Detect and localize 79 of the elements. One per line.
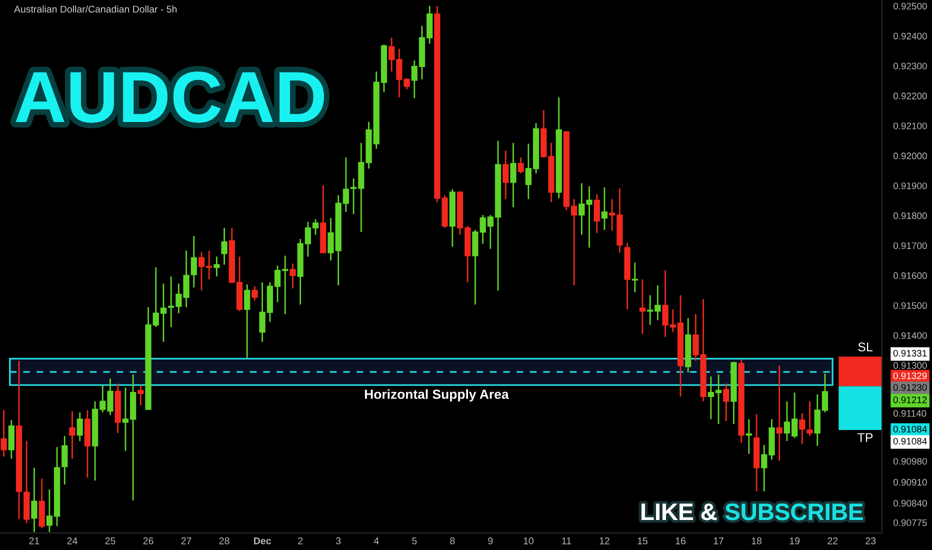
x-tick-label: 16: [676, 537, 686, 544]
y-tick-label: 0.92500: [893, 2, 927, 10]
x-tick-label: 9: [488, 537, 493, 544]
x-tick-label: 11: [562, 538, 572, 544]
candlestick: [221, 227, 228, 266]
candlestick: [76, 412, 83, 442]
candlestick: [510, 142, 516, 208]
text: AUDCAD: [16, 72, 324, 123]
text: 0.91331: [893, 350, 927, 357]
text: 0.91084: [893, 438, 927, 445]
x-tick-label: 17: [714, 538, 724, 544]
x-tick-label: 28: [219, 537, 230, 544]
x-tick-label: 22: [828, 537, 838, 544]
x-tick-label: 4: [374, 538, 379, 544]
x-tick-label: 23: [866, 537, 876, 544]
y-tick-label: 0.92000: [893, 152, 927, 160]
y-tick-label: 0.90775: [893, 519, 927, 526]
band-label: SL: [858, 342, 872, 352]
candlestick: [594, 194, 600, 234]
candlestick: [502, 150, 509, 200]
x-tick-label: 27: [181, 537, 192, 544]
annotation: LIKE &: [642, 504, 717, 520]
x-tick-label: 21: [29, 537, 40, 544]
candlestick: [138, 384, 144, 406]
band-label: TP: [858, 433, 873, 442]
candlestick: [0, 410, 7, 458]
x-tick-label: 5: [412, 538, 417, 544]
candlestick: [190, 235, 197, 288]
annotation: SUBSCRIBE: [725, 504, 863, 520]
x-tick-label: 25: [105, 537, 116, 544]
candlestick: [244, 284, 250, 359]
candlestick: [806, 400, 813, 437]
y-tick-label: 0.92300: [893, 62, 927, 70]
x-tick-label: 2: [298, 537, 303, 544]
x-tick-label: 24: [67, 537, 78, 544]
candlestick: [799, 412, 806, 444]
y-tick-label: 0.92100: [893, 122, 927, 130]
x-tick-label: 19: [790, 537, 800, 544]
candlestick: [69, 410, 76, 460]
candlestick: [214, 256, 220, 278]
candlestick: [31, 467, 38, 533]
candlestick: [601, 186, 608, 231]
y-tick-label: 0.91800: [893, 212, 927, 220]
candlestick: [518, 156, 524, 174]
text: 0.91329: [893, 372, 927, 380]
y-tick-label: 0.91600: [893, 272, 927, 279]
x-tick-label: 8: [450, 537, 455, 544]
x-tick-label: 15: [638, 538, 648, 544]
x-tick-label: 3: [336, 537, 341, 544]
text: 0.91084: [893, 426, 927, 433]
candlestick: [632, 262, 638, 293]
candlestick: [8, 419, 14, 460]
band-label: Horizontal Supply Area: [364, 389, 509, 402]
x-tick-label: 12: [600, 537, 610, 544]
candlestick: [290, 262, 296, 290]
x-tick-label: 26: [143, 537, 154, 544]
y-tick-label: 0.91140: [893, 410, 926, 417]
candlestick: [723, 382, 730, 422]
y-tick-label: 0.91500: [893, 302, 927, 309]
x-tick-label: 10: [524, 537, 534, 544]
y-tick-label: 0.91300: [893, 362, 927, 369]
y-tick-label: 0.92400: [893, 32, 927, 40]
candlestick: [252, 286, 258, 302]
candlestick: [776, 364, 782, 462]
y-tick-label: 0.90840: [893, 500, 927, 507]
y-tick-label: 0.91900: [893, 182, 927, 190]
candlestick: [746, 418, 752, 455]
candlestick: [639, 278, 646, 335]
chart-subtitle: Australian Dollar/Canadian Dollar - 5h: [14, 5, 177, 13]
x-tick-label: Dec: [254, 538, 271, 544]
candlestick: [62, 435, 68, 486]
y-tick-label: 0.92200: [893, 92, 927, 100]
y-tick-label: 0.91700: [893, 242, 927, 250]
y-tick-label: 0.90980: [893, 458, 927, 465]
x-tick-label: 18: [752, 537, 762, 544]
text: 0.91212: [893, 396, 927, 404]
y-tick-label: 0.90910: [893, 478, 927, 486]
y-tick-label: 0.91400: [893, 332, 927, 339]
text: 0.91230: [893, 384, 927, 391]
